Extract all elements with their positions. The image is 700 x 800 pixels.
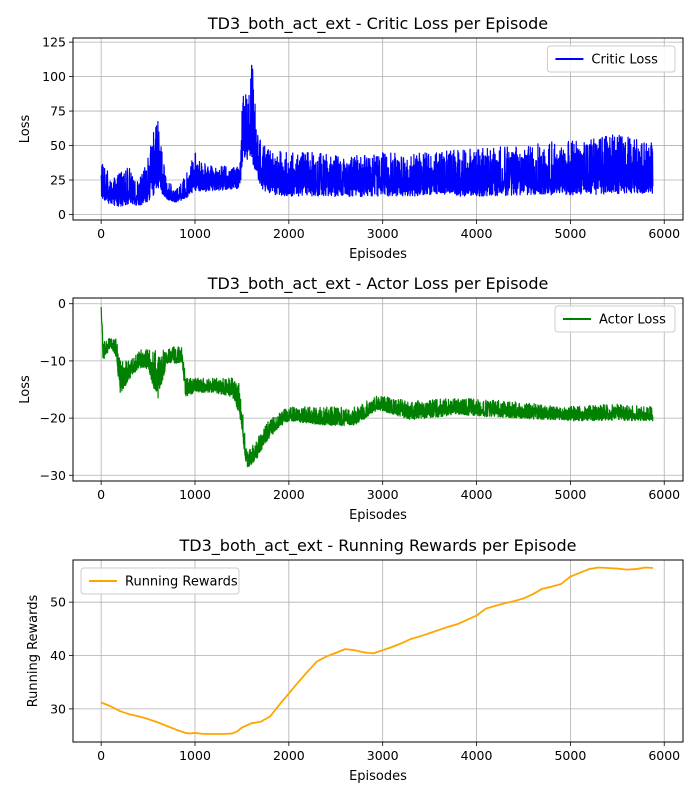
series-line-critic-loss: [100, 64, 654, 207]
x-tick-label: 0: [97, 748, 105, 763]
legend-box: [546, 45, 676, 73]
x-tick-label: 5000: [554, 748, 586, 763]
y-tick-label: 30: [50, 701, 66, 716]
axes-frame: [72, 559, 684, 743]
x-tick-label: 6000: [648, 226, 680, 241]
x-axis-label: Episodes: [349, 508, 407, 523]
x-tick-label: 5000: [554, 487, 586, 502]
axes-frame: [72, 297, 684, 482]
chart-title: TD3_both_act_ext - Critic Loss per Episo…: [207, 14, 548, 34]
x-tick-label: 1000: [179, 226, 211, 241]
x-tick-label: 1000: [179, 487, 211, 502]
axes-frame: [72, 37, 684, 221]
y-axis-label: Loss: [18, 115, 33, 144]
x-tick-label: 0: [97, 487, 105, 502]
legend-box: [80, 567, 240, 595]
y-tick-label: 40: [50, 648, 66, 663]
legend: Critic Loss: [546, 45, 676, 73]
chart-title: TD3_both_act_ext - Actor Loss per Episod…: [207, 274, 549, 294]
chart-2: 0 1000 2000 3000 4000 5000 6000 0 −10 −20 −30 TD3_b…: [18, 274, 684, 523]
legend: Running Rewards: [80, 567, 240, 595]
x-axis-label: Episodes: [349, 769, 407, 784]
x-tick-label: 6000: [648, 748, 680, 763]
x-tick-label: 4000: [461, 226, 493, 241]
y-tick-label: −10: [40, 353, 66, 368]
chart-title: TD3_both_act_ext - Running Rewards per E…: [179, 536, 577, 556]
x-axis-label: Episodes: [349, 247, 407, 262]
y-tick-label: −30: [40, 468, 66, 483]
x-tick-label: 1000: [179, 748, 211, 763]
x-tick-label: 4000: [461, 748, 493, 763]
y-axis-label: Running Rewards: [26, 594, 41, 707]
y-tick-label: 25: [50, 173, 66, 188]
x-tick-label: 2000: [273, 748, 305, 763]
x-tick-label: 5000: [554, 226, 586, 241]
y-tick-label: 50: [50, 138, 66, 153]
x-tick-label: 2000: [273, 226, 305, 241]
y-tick-label: 0: [58, 207, 66, 222]
y-tick-label: 50: [50, 595, 66, 610]
y-tick-label: −20: [40, 411, 66, 426]
y-axis-label: Loss: [18, 375, 33, 404]
y-tick-label: 100: [42, 69, 66, 84]
y-tick-label: 125: [42, 35, 66, 50]
series-line-actor-loss: [100, 306, 654, 468]
legend-label: Critic Loss: [591, 53, 658, 68]
x-tick-label: 3000: [367, 226, 399, 241]
legend: Actor Loss: [554, 305, 676, 333]
y-tick-label: 75: [50, 104, 66, 119]
chart-1: 0 1000 2000 3000 4000 5000 6000 0 25 50 75 100 125 TD…: [18, 14, 684, 262]
series-line-running-rewards: [100, 566, 654, 735]
x-tick-label: 2000: [273, 487, 305, 502]
x-tick-label: 3000: [367, 748, 399, 763]
x-tick-label: 6000: [648, 487, 680, 502]
x-tick-label: 0: [97, 226, 105, 241]
y-tick-label: 0: [58, 296, 66, 311]
chart-3: 0 1000 2000 3000 4000 5000 6000 30 40 50 TD3_both_…: [26, 536, 684, 784]
legend-label: Running Rewards: [125, 575, 238, 590]
legend-label: Actor Loss: [599, 313, 666, 328]
x-tick-label: 3000: [367, 487, 399, 502]
legend-box: [554, 305, 676, 333]
x-tick-label: 4000: [461, 487, 493, 502]
